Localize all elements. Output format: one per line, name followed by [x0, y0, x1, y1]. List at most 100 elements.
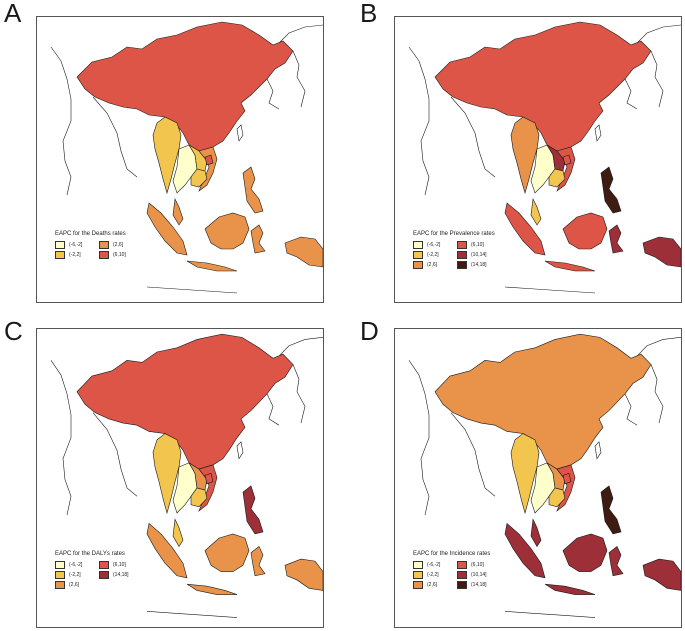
legend-label: (-6,-2] [69, 562, 83, 568]
region-cambodia [190, 168, 208, 188]
coastline [92, 412, 138, 497]
legend-item: (6,10] [457, 561, 501, 569]
legend-item: (2,6] [99, 241, 143, 249]
legend-title: EAPC for the DALYs rates [55, 551, 125, 557]
legend-label: (2,6] [427, 262, 438, 268]
legend-swatch [55, 251, 65, 259]
legend-item: (10,14] [457, 251, 501, 259]
region-borneo_id [204, 212, 250, 250]
legend-item: (2,6] [413, 581, 457, 589]
legend-label: (-2,2] [69, 252, 81, 258]
coastline [408, 46, 430, 196]
region-hainan [204, 472, 214, 485]
legend-item: (14,18] [457, 261, 501, 269]
region-myanmar [152, 116, 182, 195]
legend-label: (-6,-2] [427, 242, 441, 248]
legend-label: (6,10] [471, 562, 484, 568]
region-sumatra [504, 202, 546, 256]
region-malaysia [172, 197, 184, 226]
eapc-map [50, 21, 323, 294]
eapc-map [50, 333, 323, 618]
region-china [434, 21, 652, 152]
region-cambodia [548, 168, 566, 188]
legend-item: (14,18] [457, 581, 501, 589]
legend-label: (14,18] [471, 262, 487, 268]
legend-swatch [413, 571, 423, 579]
region-java [186, 260, 238, 272]
map-frame: EAPC for the DALYs rates (-6,-2] (6,10] (-2… [36, 328, 324, 628]
coastline [408, 360, 430, 516]
legend-label: (-2,2] [69, 572, 81, 578]
legend-grid: (-6,-2] (2,6] (-2,2] (6,10] [55, 241, 143, 259]
coastline [624, 393, 638, 426]
legend-swatch [457, 261, 467, 269]
legend-swatch [413, 241, 423, 249]
region-taiwan [236, 124, 244, 142]
legend-swatch [457, 581, 467, 589]
legend-swatch [413, 561, 423, 569]
map-legend: EAPC for the Prevalence rates (-6,-2] (6,1… [413, 231, 501, 269]
coastline [146, 611, 238, 618]
region-borneo_id [562, 212, 608, 250]
coastline [266, 393, 280, 426]
panel-letter: D [360, 316, 379, 346]
region-myanmar [510, 433, 540, 515]
coastline [504, 611, 596, 618]
coastline [276, 24, 323, 46]
coastline [92, 96, 138, 178]
region-cambodia [190, 487, 208, 508]
coastline [146, 286, 238, 294]
legend-swatch [413, 581, 423, 589]
legend-item: (6,10] [457, 241, 501, 249]
map-frame: EAPC for the Incidence rates (-6,-2] (6,10… [394, 328, 682, 628]
legend-item: (-6,-2] [413, 241, 457, 249]
legend-swatch [99, 251, 109, 259]
coastline [276, 337, 323, 359]
legend-grid: (-6,-2] (6,10] (-2,2] (10,14] (2,6] (14,18] [413, 241, 501, 269]
region-sumatra [504, 522, 546, 579]
coastline [266, 78, 280, 110]
region-malaysia [530, 197, 542, 226]
panel-d: D EAPC for the Incidence rates (-6,-2] (6,… [360, 316, 682, 628]
region-hainan [562, 472, 572, 485]
coastline [504, 286, 596, 294]
legend-label: (10,14] [471, 572, 487, 578]
legend-item: (-2,2] [55, 571, 99, 579]
map-legend: EAPC for the DALYs rates (-6,-2] (6,10] (-2… [55, 551, 143, 589]
legend-label: (14,18] [113, 572, 129, 578]
legend-label: (2,6] [427, 582, 438, 588]
region-malaysia [530, 518, 542, 548]
region-sumatra [146, 522, 188, 579]
region-hainan [204, 154, 214, 166]
region-taiwan [594, 124, 602, 142]
region-philippines [242, 166, 264, 214]
legend-swatch [55, 241, 65, 249]
coastline [650, 50, 664, 108]
legend-label: (-2,2] [427, 572, 439, 578]
region-sulawesi [250, 546, 266, 577]
legend-swatch [55, 561, 65, 569]
region-myanmar [510, 116, 540, 195]
eapc-map [408, 333, 681, 618]
coastline [292, 364, 306, 424]
coastline [50, 360, 72, 516]
coastline [450, 96, 496, 178]
map-frame: EAPC for the Deaths rates (-6,-2] (2,6] (-2… [36, 16, 324, 303]
region-java [544, 260, 596, 272]
legend-item: (-2,2] [55, 251, 99, 259]
legend-swatch [457, 251, 467, 259]
region-taiwan [594, 441, 602, 460]
legend-item: (6,10] [99, 251, 143, 259]
panel-c: C EAPC for the DALYs rates (-6,-2] (6,10](… [4, 318, 324, 628]
region-china [434, 333, 652, 470]
region-taiwan [236, 441, 244, 460]
region-papua [642, 558, 681, 591]
legend-label: (2,6] [69, 582, 80, 588]
region-malaysia [172, 518, 184, 548]
region-java [186, 583, 238, 595]
legend-item: (-2,2] [413, 571, 457, 579]
legend-title: EAPC for the Incidence rates [413, 551, 491, 557]
region-papua [284, 558, 323, 591]
region-philippines [242, 485, 264, 535]
legend-item: (6,10] [99, 561, 143, 569]
